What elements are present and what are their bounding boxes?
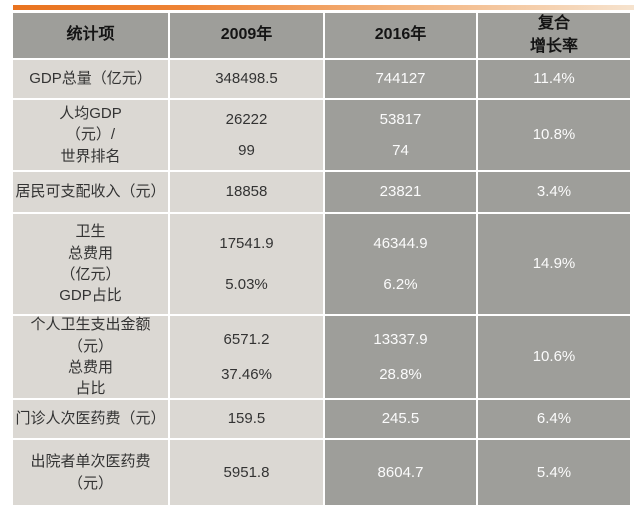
cell-value: 74 [392, 141, 409, 159]
row-label-line: 门诊人次医药费（元） [15, 410, 166, 428]
cell-value: 18858 [225, 183, 268, 201]
row-label-line: 出院者单次医药费 [30, 453, 151, 471]
row-personal-health-spending-2009: 6571.2 37.46% [170, 316, 323, 398]
row-label-line: 占比 [75, 380, 106, 398]
cell-value: 348498.5 [215, 70, 278, 88]
cell-value: 5951.8 [223, 463, 270, 481]
header-label-line: 增长率 [529, 37, 578, 55]
row-health-expenditure-2016: 46344.9 6.2% [325, 214, 476, 314]
header-label: 2009年 [220, 26, 273, 44]
row-outpatient-cost-label: 门诊人次医药费（元） [13, 400, 168, 438]
row-inpatient-cost-growth: 5.4% [478, 440, 630, 505]
row-gdp-2016: 744127 [325, 60, 476, 98]
cell-value: 744127 [375, 70, 426, 88]
row-inpatient-cost-2009: 5951.8 [170, 440, 323, 505]
row-outpatient-cost-2016: 245.5 [325, 400, 476, 438]
row-label-line: 居民可支配收入（元） [15, 183, 166, 201]
row-disposable-income-growth: 3.4% [478, 172, 630, 212]
row-label-line: 人均GDP [59, 105, 122, 123]
cell-value: 28.8% [379, 365, 422, 383]
row-label-line: （亿元） [60, 266, 121, 283]
row-label-line: GDP占比 [59, 287, 122, 305]
orange-accent-bar [13, 5, 634, 10]
statistics-table-figure: 统计项 2009年 2016年 复合 增长率 GDP总量（亿元） 348498.… [13, 5, 634, 505]
cell-value: 23821 [379, 183, 422, 201]
row-label-line: （元）/ [65, 126, 116, 144]
row-outpatient-cost-2009: 159.5 [170, 400, 323, 438]
row-label-line: （元） [67, 474, 113, 492]
row-gdp-label: GDP总量（亿元） [13, 60, 168, 98]
row-gdp-per-capita-label: 人均GDP （元）/ 世界排名 [13, 100, 168, 170]
row-health-expenditure-2009: 17541.9 5.03% [170, 214, 323, 314]
cell-value: 5.03% [225, 275, 268, 293]
cell-value: 14.9% [532, 255, 576, 273]
row-inpatient-cost-label: 出院者单次医药费 （元） [13, 440, 168, 505]
statistics-table: 统计项 2009年 2016年 复合 增长率 GDP总量（亿元） 348498.… [13, 13, 634, 505]
cell-value: 10.8% [532, 126, 576, 144]
cell-value: 37.46% [221, 365, 272, 383]
cell-value: 11.4% [533, 70, 575, 88]
cell-value: 13337.9 [373, 331, 428, 349]
cell-value: 8604.7 [377, 463, 424, 481]
row-label-line: （元） [67, 337, 113, 355]
cell-value: 245.5 [381, 410, 420, 428]
row-label-line: GDP总量（亿元） [29, 70, 152, 88]
cell-value: 159.5 [227, 410, 266, 428]
row-label-line: 卫生 [75, 223, 106, 241]
row-label-line: 总费用 [67, 244, 113, 262]
row-health-expenditure-label: 卫生 总费用 （亿元） GDP占比 [13, 214, 168, 314]
row-personal-health-spending-label: 个人卫生支出金额 （元） 总费用 占比 [13, 316, 168, 398]
row-disposable-income-2016: 23821 [325, 172, 476, 212]
header-stat-item: 统计项 [13, 13, 168, 58]
cell-value: 99 [238, 141, 255, 159]
cell-value: 6.4% [536, 410, 572, 428]
cell-value: 6571.2 [223, 331, 270, 349]
header-label-line: 复合 [537, 14, 570, 32]
row-health-expenditure-growth: 14.9% [478, 214, 630, 314]
cell-value: 46344.9 [373, 235, 428, 253]
cell-value: 5.4% [536, 463, 572, 481]
cell-value: 53817 [379, 111, 422, 129]
header-label: 2016年 [374, 26, 427, 44]
cell-value: 3.4% [536, 183, 572, 201]
header-2016: 2016年 [325, 13, 476, 58]
row-gdp-per-capita-2016: 53817 74 [325, 100, 476, 170]
cell-value: 6.2% [383, 275, 418, 293]
header-compound-growth: 复合 增长率 [478, 13, 630, 58]
header-label: 统计项 [66, 26, 115, 44]
row-personal-health-spending-2016: 13337.9 28.8% [325, 316, 476, 398]
row-personal-health-spending-growth: 10.6% [478, 316, 630, 398]
row-label-line: 总费用 [67, 359, 113, 376]
row-disposable-income-2009: 18858 [170, 172, 323, 212]
cell-value: 26222 [225, 111, 268, 129]
row-gdp-per-capita-growth: 10.8% [478, 100, 630, 170]
cell-value: 17541.9 [219, 235, 274, 253]
row-gdp-per-capita-2009: 26222 99 [170, 100, 323, 170]
row-disposable-income-label: 居民可支配收入（元） [13, 172, 168, 212]
row-outpatient-cost-growth: 6.4% [478, 400, 630, 438]
row-gdp-2009: 348498.5 [170, 60, 323, 98]
header-2009: 2009年 [170, 13, 323, 58]
row-label-line: 个人卫生支出金额 [30, 316, 151, 334]
row-gdp-growth: 11.4% [478, 60, 630, 98]
row-inpatient-cost-2016: 8604.7 [325, 440, 476, 505]
row-label-line: 世界排名 [60, 147, 121, 165]
cell-value: 10.6% [532, 348, 576, 366]
